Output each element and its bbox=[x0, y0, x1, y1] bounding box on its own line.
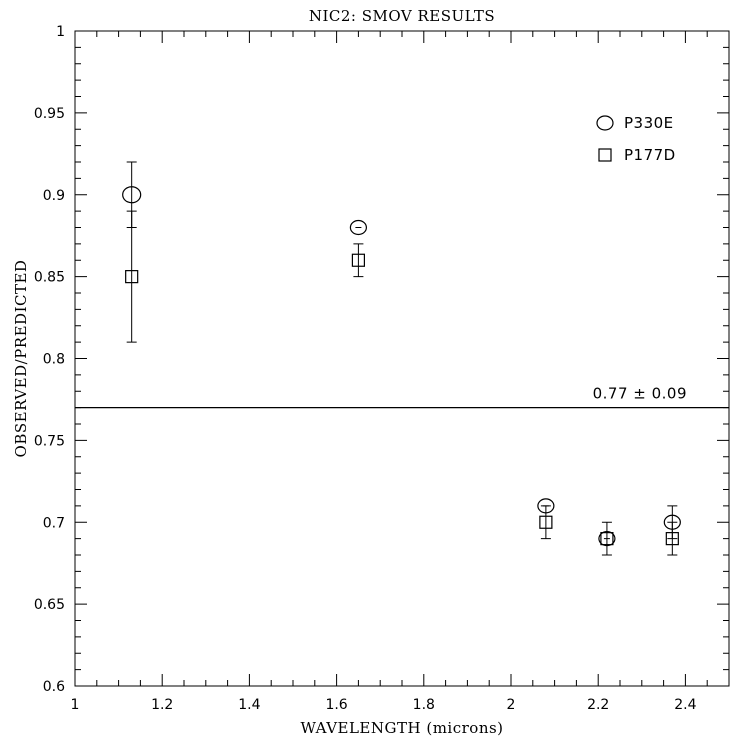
p330e-point bbox=[349, 219, 367, 236]
p177d-point bbox=[539, 515, 553, 529]
y-tick-label: 0.65 bbox=[34, 597, 65, 613]
y-tick-label: 0.85 bbox=[34, 270, 65, 286]
p177d-point bbox=[351, 253, 365, 267]
y-tick-label: 0.9 bbox=[43, 188, 65, 204]
chart-title: NIC2: SMOV RESULTS bbox=[309, 7, 495, 25]
p330e-point bbox=[122, 186, 142, 204]
y-tick-label: 0.6 bbox=[43, 679, 65, 695]
x-tick-label: 2 bbox=[507, 697, 516, 713]
legend-marker-p330e bbox=[596, 115, 614, 131]
x-tick-label: 1.2 bbox=[151, 697, 173, 713]
x-tick-label: 2.2 bbox=[587, 697, 609, 713]
reference-line-label: 0.77 ± 0.09 bbox=[593, 385, 687, 403]
x-axis-label: WAVELENGTH (microns) bbox=[300, 719, 503, 737]
x-tick-label: 2.4 bbox=[674, 697, 696, 713]
p177d-point bbox=[125, 270, 139, 284]
y-tick-label: 0.75 bbox=[34, 433, 65, 449]
y-tick-label: 1 bbox=[56, 24, 65, 40]
data-points bbox=[122, 161, 681, 556]
y-axis-label: OBSERVED/PREDICTED bbox=[12, 260, 30, 458]
legend: P330E P177D bbox=[596, 114, 676, 164]
p177d-point bbox=[600, 532, 614, 546]
reference-line-group: 0.77 ± 0.09 bbox=[75, 385, 729, 409]
axis-ticks: 1 1.2 1.4 1.6 1.8 2 2.2 2.4 0.6 0.65 0.7 0.75 0.8 0.8… bbox=[34, 24, 730, 713]
x-tick-label: 1.4 bbox=[238, 697, 260, 713]
x-tick-label: 1.8 bbox=[413, 697, 435, 713]
x-tick-label: 1.6 bbox=[325, 697, 347, 713]
y-tick-label: 0.8 bbox=[43, 352, 65, 368]
p177d-point bbox=[665, 532, 679, 546]
y-tick-label: 0.95 bbox=[34, 106, 65, 122]
legend-label-p177d: P177D bbox=[624, 146, 676, 164]
legend-marker-p177d bbox=[598, 148, 612, 162]
y-tick-label: 0.7 bbox=[43, 515, 65, 531]
x-tick-label: 1 bbox=[71, 697, 80, 713]
legend-label-p330e: P330E bbox=[624, 114, 674, 132]
